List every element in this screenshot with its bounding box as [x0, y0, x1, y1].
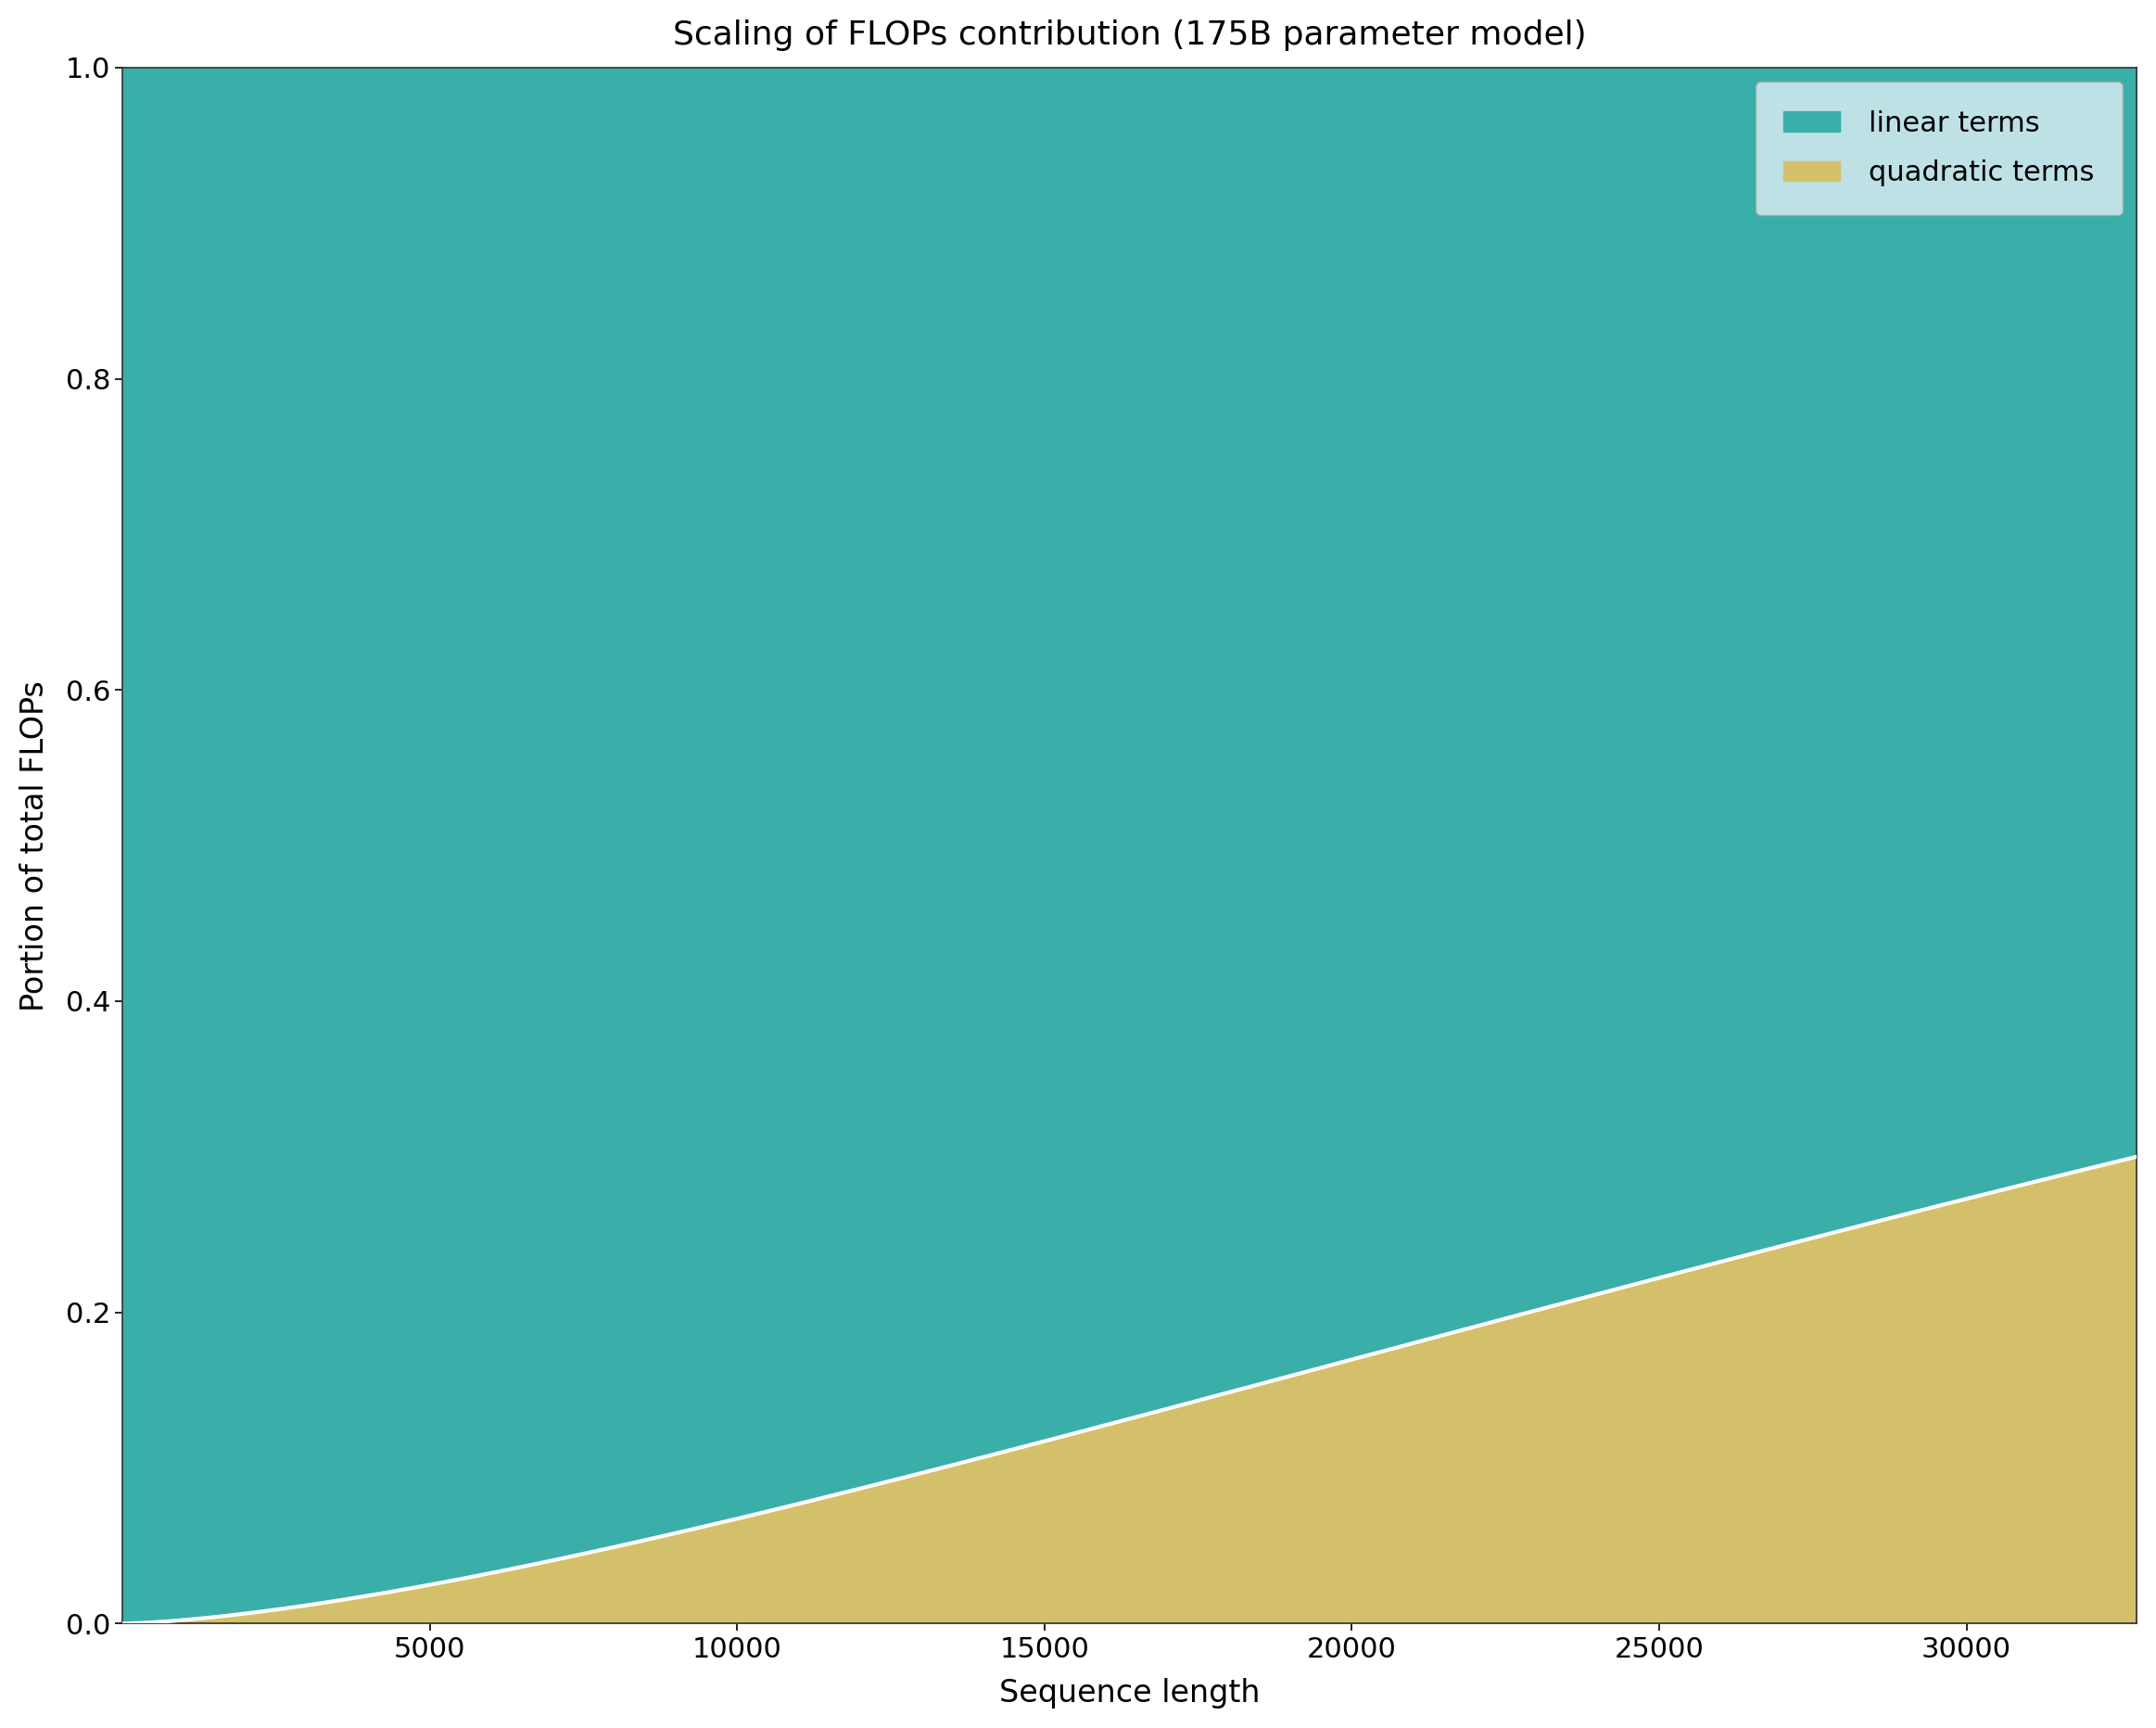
Title: Scaling of FLOPs contribution (175B parameter model): Scaling of FLOPs contribution (175B para… — [673, 19, 1587, 50]
Legend: linear terms, quadratic terms: linear terms, quadratic terms — [1755, 81, 2122, 214]
X-axis label: Sequence length: Sequence length — [998, 1678, 1259, 1709]
Y-axis label: Portion of total FLOPs: Portion of total FLOPs — [19, 681, 50, 1011]
